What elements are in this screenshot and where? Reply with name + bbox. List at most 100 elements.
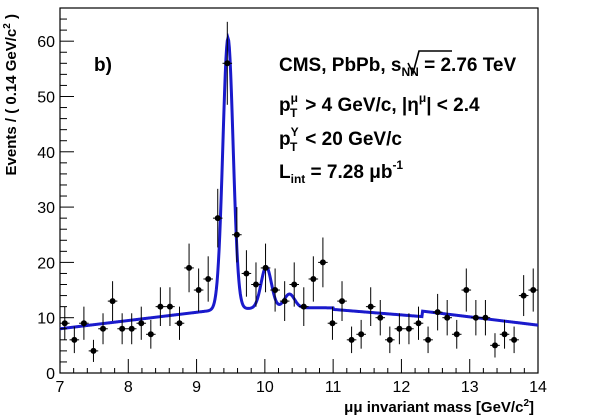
data-point <box>88 339 99 362</box>
data-point <box>98 313 108 345</box>
data-point <box>432 293 443 331</box>
data-marker <box>272 287 279 294</box>
data-point <box>490 333 500 358</box>
data-marker <box>205 275 212 282</box>
anno1-sqrt: s <box>391 55 402 76</box>
data-point <box>184 243 194 293</box>
anno3-end: < 20 GeV/c <box>300 129 402 150</box>
data-marker <box>501 331 508 338</box>
data-point <box>451 319 462 349</box>
data-point <box>413 306 424 340</box>
data-point <box>471 300 481 336</box>
y-tick-label: 0 <box>46 366 55 383</box>
data-marker <box>176 320 183 327</box>
data-point <box>69 326 80 354</box>
data-point <box>146 319 156 349</box>
data-point <box>480 300 491 336</box>
panel-label: b) <box>94 55 112 76</box>
data-marker <box>109 298 116 305</box>
data-point <box>165 287 175 326</box>
x-tick-label: 9 <box>192 379 201 396</box>
data-marker <box>80 320 87 327</box>
anno3-sub: T <box>290 140 298 154</box>
data-point <box>356 319 366 349</box>
x-tick-label: 7 <box>56 379 65 396</box>
plot-frame <box>59 7 539 374</box>
data-marker <box>348 336 355 343</box>
data-marker <box>166 303 173 310</box>
data-marker <box>339 298 346 305</box>
y-axis-title: Events / ( 0.14 GeV/c2 ) <box>2 14 20 175</box>
data-marker <box>491 342 498 349</box>
data-point <box>509 326 519 354</box>
data-marker <box>243 270 250 277</box>
data-point <box>308 256 319 302</box>
anno2-end: | < 2.4 <box>426 95 480 116</box>
anno1-suffix: = 2.76 TeV <box>419 55 517 76</box>
data-point <box>155 287 166 326</box>
data-marker <box>281 298 288 305</box>
y-tick-label: 20 <box>37 255 55 272</box>
data-point <box>117 313 127 345</box>
axis-ticks <box>59 7 539 374</box>
data-point <box>346 326 357 354</box>
data-marker <box>425 336 432 343</box>
anno4-mid: = 7.28 μb <box>305 162 392 183</box>
data-points <box>60 21 538 362</box>
x-tick-label: 10 <box>256 379 274 396</box>
data-marker <box>396 325 403 332</box>
data-point <box>365 287 376 326</box>
data-point <box>79 306 89 340</box>
data-point <box>212 188 223 248</box>
data-marker <box>138 320 145 327</box>
data-marker <box>100 325 107 332</box>
data-point <box>251 262 261 307</box>
x-tick-label: 11 <box>325 379 342 396</box>
x-axis-title: μμ invariant mass [GeV/c2] <box>344 398 534 416</box>
x-tick-label: 12 <box>393 379 411 396</box>
data-point <box>518 275 529 317</box>
data-marker <box>482 314 489 321</box>
data-point <box>528 268 538 312</box>
data-point <box>107 281 118 322</box>
data-marker <box>434 309 441 316</box>
fit-curve-group <box>59 32 539 331</box>
x-axis-title-main: μμ invariant mass [GeV/c <box>344 399 523 416</box>
data-marker <box>252 281 259 288</box>
x-tick-label: 14 <box>529 379 547 396</box>
data-marker <box>157 303 164 310</box>
anno1-prefix: CMS, PbPb, <box>279 55 391 76</box>
data-point <box>442 300 452 336</box>
data-marker <box>262 264 269 271</box>
data-point <box>232 207 242 263</box>
x-tick-label: 8 <box>124 379 133 396</box>
fit-curve <box>59 32 539 331</box>
anno2-sup: μ <box>291 91 298 105</box>
data-point <box>394 313 405 345</box>
data-point <box>136 306 147 340</box>
anno3-sup: Υ <box>291 125 299 139</box>
data-marker <box>61 320 68 327</box>
data-point <box>337 281 347 322</box>
data-marker <box>329 320 336 327</box>
data-marker <box>128 325 135 332</box>
data-point <box>260 243 271 293</box>
y-tick-label: 10 <box>37 311 55 328</box>
data-marker <box>214 215 221 222</box>
data-marker <box>377 314 384 321</box>
data-point <box>327 306 338 340</box>
anno4-sub: int <box>291 172 306 186</box>
data-marker <box>291 281 298 288</box>
data-marker <box>453 331 460 338</box>
data-point <box>289 262 299 307</box>
data-point <box>126 313 137 345</box>
data-point <box>60 306 70 340</box>
anno3-p: p <box>279 129 291 150</box>
data-marker <box>511 336 518 343</box>
annotation-line-1: CMS, PbPb, sNN = 2.76 TeV <box>279 55 517 79</box>
data-point <box>318 237 328 288</box>
data-point <box>279 281 290 322</box>
anno2-p: p <box>279 95 291 116</box>
anno2-mid: > 4 GeV/c, |η <box>300 95 419 116</box>
